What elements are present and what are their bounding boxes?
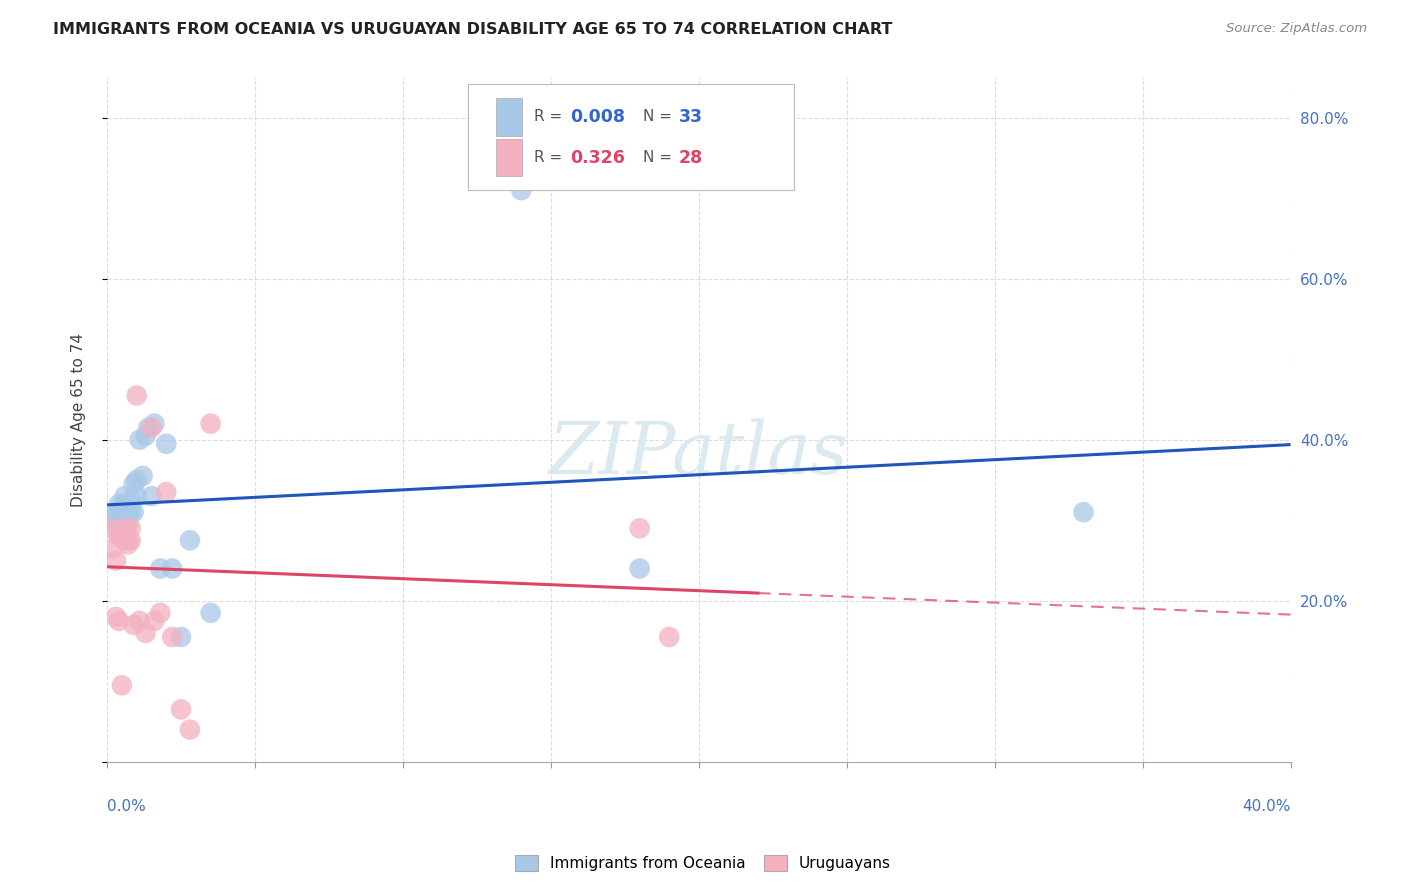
Point: [138, 420, 160, 434]
Point: [149, 561, 172, 575]
Text: 28: 28: [679, 149, 703, 167]
Point: [143, 417, 166, 431]
Point: [117, 517, 139, 532]
Point: [98, 521, 121, 535]
Point: [149, 606, 172, 620]
Point: [200, 606, 222, 620]
Point: [114, 521, 136, 535]
Point: [120, 521, 142, 535]
FancyBboxPatch shape: [496, 139, 523, 177]
Point: [104, 517, 127, 532]
Text: 0.326: 0.326: [569, 149, 624, 167]
Point: [200, 417, 222, 431]
Point: [114, 489, 136, 503]
Point: [179, 723, 201, 737]
Text: 0.008: 0.008: [569, 108, 624, 126]
Point: [122, 505, 145, 519]
Point: [120, 505, 142, 519]
Point: [141, 489, 163, 503]
Text: N =: N =: [643, 110, 678, 125]
Point: [111, 525, 134, 540]
Text: N =: N =: [643, 150, 678, 165]
Point: [108, 513, 131, 527]
Point: [155, 436, 177, 450]
Point: [170, 630, 193, 644]
Point: [108, 529, 131, 543]
Text: R =: R =: [534, 110, 568, 125]
Text: 40.0%: 40.0%: [1243, 799, 1291, 814]
Point: [628, 561, 651, 575]
Point: [120, 493, 142, 508]
Text: IMMIGRANTS FROM OCEANIA VS URUGUAYAN DISABILITY AGE 65 TO 74 CORRELATION CHART: IMMIGRANTS FROM OCEANIA VS URUGUAYAN DIS…: [53, 22, 893, 37]
Text: Source: ZipAtlas.com: Source: ZipAtlas.com: [1226, 22, 1367, 36]
Point: [179, 533, 201, 548]
Point: [120, 533, 142, 548]
Point: [628, 521, 651, 535]
Point: [104, 553, 127, 567]
Text: 33: 33: [679, 108, 703, 126]
Point: [160, 630, 183, 644]
Point: [111, 529, 134, 543]
Point: [111, 678, 134, 692]
Text: R =: R =: [534, 150, 568, 165]
Point: [170, 702, 193, 716]
Point: [108, 614, 131, 628]
Point: [111, 517, 134, 532]
Text: 0.0%: 0.0%: [107, 799, 146, 814]
Point: [128, 433, 150, 447]
Point: [125, 388, 148, 402]
Point: [510, 183, 533, 197]
Point: [135, 428, 157, 442]
Point: [131, 469, 153, 483]
Point: [125, 473, 148, 487]
Point: [155, 485, 177, 500]
Point: [117, 537, 139, 551]
Point: [114, 497, 136, 511]
Legend: Immigrants from Oceania, Uruguayans: Immigrants from Oceania, Uruguayans: [509, 849, 897, 877]
Point: [135, 626, 157, 640]
Point: [143, 614, 166, 628]
Point: [117, 533, 139, 548]
Point: [125, 489, 148, 503]
Point: [122, 618, 145, 632]
Point: [160, 561, 183, 575]
Point: [104, 610, 127, 624]
Point: [141, 420, 163, 434]
FancyBboxPatch shape: [468, 84, 793, 190]
Point: [101, 541, 124, 556]
Point: [122, 477, 145, 491]
Point: [108, 497, 131, 511]
Point: [117, 509, 139, 524]
Point: [128, 614, 150, 628]
Point: [114, 533, 136, 548]
FancyBboxPatch shape: [496, 98, 523, 136]
Point: [1073, 505, 1095, 519]
Point: [111, 505, 134, 519]
Text: ZIPatlas: ZIPatlas: [548, 418, 849, 489]
Point: [101, 509, 124, 524]
Point: [104, 505, 127, 519]
Point: [658, 630, 681, 644]
Y-axis label: Disability Age 65 to 74: Disability Age 65 to 74: [72, 333, 86, 507]
